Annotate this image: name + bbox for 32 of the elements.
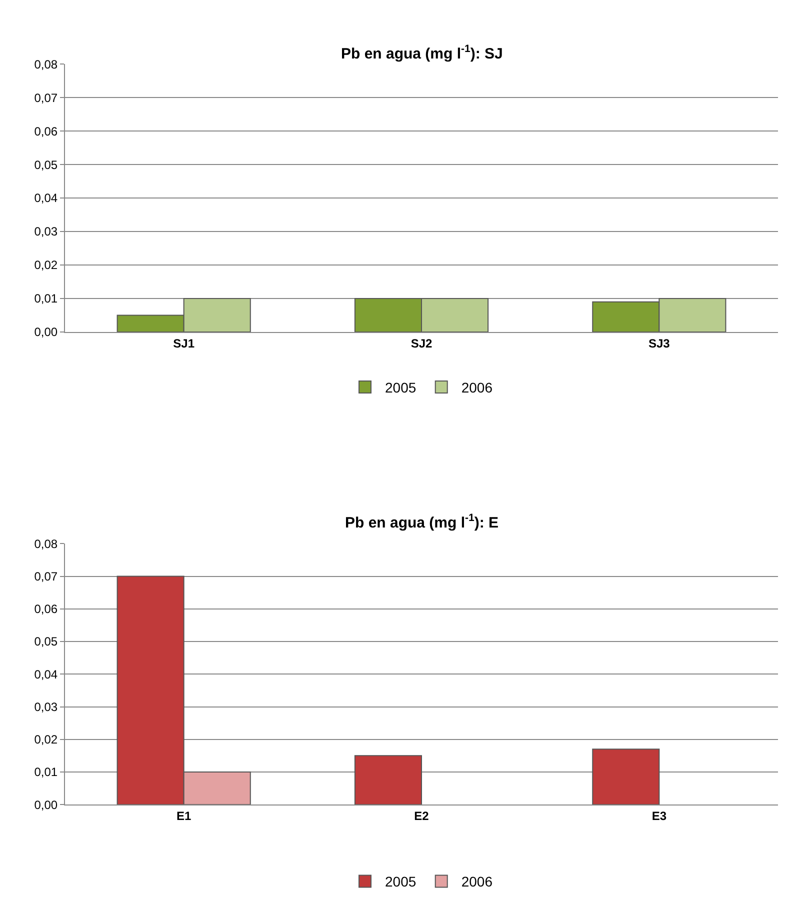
y-tick-label: 0,02 [34, 258, 58, 272]
x-tick-label: SJ1 [173, 336, 195, 350]
x-tick-label: SJ3 [648, 336, 670, 350]
legend-label: 2006 [461, 379, 493, 396]
bar [592, 748, 660, 805]
y-tick-label: 0,04 [34, 667, 58, 682]
legend-label: 2005 [385, 379, 416, 396]
y-tick-label: 0,08 [34, 57, 58, 72]
y-tick-label: 0,00 [34, 798, 58, 812]
x-tick-label: SJ2 [410, 336, 432, 350]
y-tick-label: 0,07 [34, 569, 58, 584]
y-tick-label: 0,03 [34, 224, 58, 239]
y-tick-label: 0,04 [34, 191, 58, 206]
y-tick-label: 0,01 [34, 292, 58, 306]
y-tick-label: 0,05 [34, 634, 58, 649]
bar [354, 755, 422, 805]
y-tick-label: 0,08 [34, 536, 58, 551]
legend-label: 2005 [385, 874, 416, 890]
x-tick-label: E1 [176, 809, 192, 824]
x-tick-label: E3 [652, 809, 667, 824]
y-tick-label: 0,02 [34, 732, 58, 747]
y-tick-label: 0,05 [34, 158, 58, 172]
legend-label: 2006 [461, 874, 493, 890]
y-tick-label: 0,01 [34, 765, 58, 780]
y-tick-label: 0,06 [34, 124, 58, 138]
y-tick-label: 0,03 [34, 700, 58, 714]
chart-title: Pb en agua (mg l$^{-1}$): E [345, 512, 499, 532]
y-tick-label: 0,06 [34, 602, 58, 616]
x-tick-label: E2 [414, 809, 430, 824]
y-tick-label: 0,07 [34, 90, 58, 105]
y-tick-label: 0,00 [34, 325, 58, 340]
chart-title: Pb en agua (mg l$^{-1}$): SJ [341, 43, 503, 62]
